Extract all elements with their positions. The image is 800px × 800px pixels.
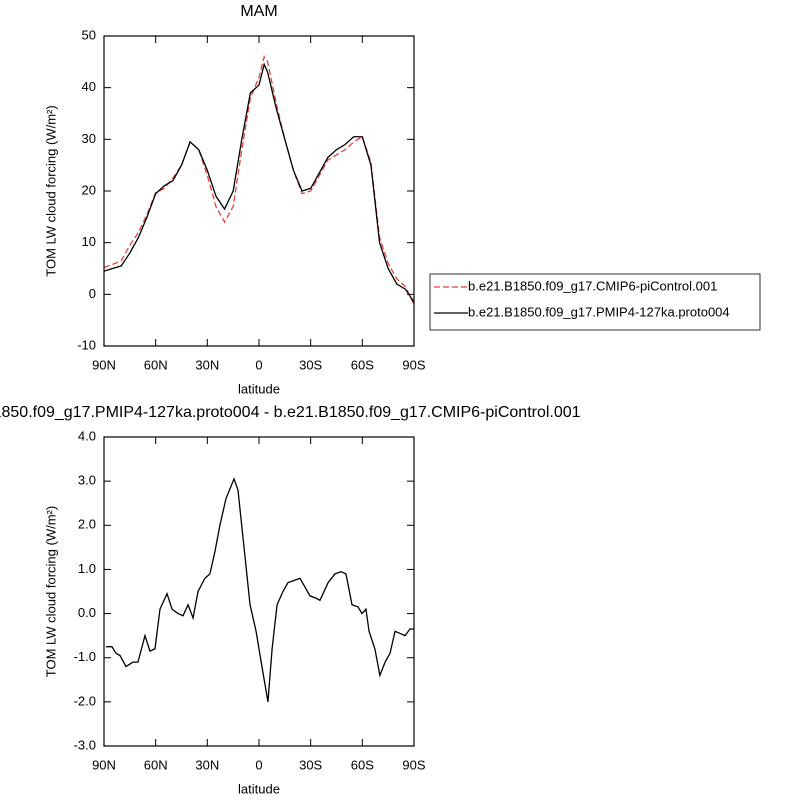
data-line [106, 477, 414, 702]
x-tick-label: 60S [351, 757, 374, 772]
x-tick-label: 60S [351, 357, 374, 372]
y-tick-label: -10 [77, 337, 96, 352]
y-tick-label: 20 [82, 182, 96, 197]
data-line [103, 55, 415, 305]
legend-box [429, 273, 761, 331]
chart-title: b.e21.B1850.f09_g17.PMIP4-127ka.proto004… [0, 404, 581, 421]
legend-label: b.e21.B1850.f09_g17.PMIP4-127ka.proto004 [468, 304, 730, 319]
y-tick-label: 1.0 [78, 561, 96, 576]
plot-frame [103, 436, 415, 747]
x-tick-label: 90S [402, 757, 425, 772]
y-tick-label: 2.0 [78, 517, 96, 532]
x-tick-label: 90N [92, 757, 116, 772]
chart-title: MAM [240, 3, 277, 20]
x-tick-label: 30N [195, 357, 219, 372]
y-tick-label: 40 [82, 79, 96, 94]
y-tick-label: 0.0 [78, 605, 96, 620]
x-tick-label: 0 [255, 757, 262, 772]
y-axis-label: TOM LW cloud forcing (W/m²) [43, 105, 58, 276]
y-tick-label: -2.0 [74, 693, 96, 708]
x-tick-label: 30N [195, 757, 219, 772]
x-tick-label: 60N [144, 757, 168, 772]
x-axis-label: latitude [238, 781, 280, 796]
x-tick-label: 30S [299, 757, 322, 772]
x-axis-label: latitude [238, 381, 280, 396]
legend-label: b.e21.B1850.f09_g17.CMIP6-piControl.001 [468, 278, 717, 293]
x-tick-label: 90N [92, 357, 116, 372]
y-tick-label: 10 [82, 234, 96, 249]
y-tick-label: 3.0 [78, 473, 96, 488]
y-tick-label: 50 [82, 27, 96, 42]
x-tick-label: 90S [402, 357, 425, 372]
y-tick-label: -3.0 [74, 737, 96, 752]
x-tick-label: 30S [299, 357, 322, 372]
y-axis-label: TOM LW cloud forcing (W/m²) [43, 506, 58, 677]
y-tick-label: -1.0 [74, 649, 96, 664]
y-tick-label: 4.0 [78, 428, 96, 443]
y-tick-label: 30 [82, 131, 96, 146]
x-tick-label: 0 [255, 357, 262, 372]
plot-frame [103, 35, 415, 347]
x-tick-label: 60N [144, 357, 168, 372]
data-line [103, 62, 415, 303]
y-tick-label: 0 [89, 286, 96, 301]
